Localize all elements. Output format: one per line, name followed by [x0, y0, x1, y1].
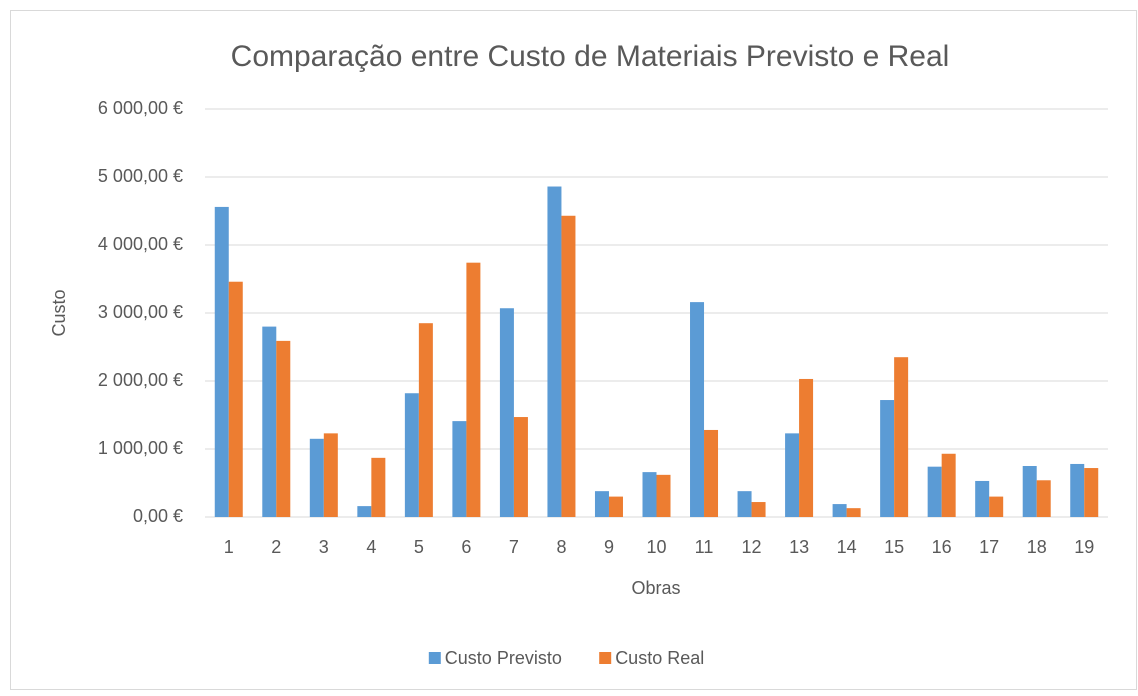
x-tick-label: 15: [884, 537, 904, 557]
bar: [262, 326, 277, 517]
x-tick-label: 10: [646, 537, 666, 557]
bar: [880, 400, 895, 517]
x-tick-label: 7: [509, 537, 519, 557]
bar: [799, 378, 814, 517]
bar: [989, 496, 1004, 517]
bar: [371, 457, 386, 517]
bar: [785, 433, 800, 517]
bar: [690, 302, 705, 517]
bar: [1022, 466, 1037, 517]
y-tick-label: 0,00 €: [133, 506, 183, 526]
bar: [608, 496, 623, 517]
bar: [309, 438, 324, 517]
x-tick-label: 2: [271, 537, 281, 557]
x-tick-label: 6: [461, 537, 471, 557]
legend-label: Custo Previsto: [445, 648, 562, 668]
x-tick-label: 11: [695, 537, 714, 557]
legend-swatch: [599, 652, 612, 664]
x-tick-label: 18: [1027, 537, 1047, 557]
y-tick-label: 4 000,00 €: [98, 234, 183, 254]
bar: [547, 186, 562, 517]
x-tick-label: 12: [742, 537, 762, 557]
y-tick-label: 1 000,00 €: [98, 438, 183, 458]
x-tick-label: 16: [932, 537, 952, 557]
bar: [499, 308, 514, 517]
x-axis-label: Obras: [631, 578, 680, 598]
y-axis-label: Custo: [49, 289, 69, 336]
legend-label: Custo Real: [615, 648, 704, 668]
bar: [737, 491, 752, 517]
x-tick-label: 8: [556, 537, 566, 557]
legend-swatch: [428, 652, 441, 664]
bar: [642, 472, 657, 517]
bar: [1036, 480, 1051, 517]
bar: [975, 480, 990, 517]
bar: [656, 474, 671, 517]
bar: [214, 206, 229, 518]
bar: [418, 323, 433, 517]
bar: [357, 506, 372, 517]
bar: [751, 502, 766, 517]
bar: [704, 429, 719, 517]
bar: [466, 262, 481, 517]
bar: [276, 340, 291, 517]
x-tick-label: 3: [319, 537, 329, 557]
bar: [404, 393, 419, 517]
x-tick-label: 19: [1074, 537, 1094, 557]
bar: [452, 421, 467, 517]
x-tick-label: 1: [224, 537, 234, 557]
x-tick-label: 14: [837, 537, 857, 557]
x-tick-label: 5: [414, 537, 424, 557]
bar: [323, 433, 338, 517]
y-tick-label: 5 000,00 €: [98, 166, 183, 186]
bar: [513, 417, 528, 517]
bar: [228, 281, 243, 517]
x-tick-label: 9: [604, 537, 614, 557]
bar: [927, 466, 942, 517]
bar: [1084, 468, 1099, 517]
bar: [1070, 463, 1085, 517]
bar: [594, 491, 609, 517]
bar: [894, 357, 909, 517]
x-tick-label: 13: [789, 537, 809, 557]
bar: [846, 508, 861, 517]
y-tick-label: 2 000,00 €: [98, 370, 183, 390]
x-tick-label: 4: [366, 537, 376, 557]
bar: [941, 453, 956, 517]
y-tick-label: 6 000,00 €: [98, 98, 183, 118]
bar: [561, 215, 576, 517]
bar: [832, 504, 847, 517]
x-tick-label: 17: [979, 537, 999, 557]
y-tick-label: 3 000,00 €: [98, 302, 183, 322]
chart-title: Comparação entre Custo de Materiais Prev…: [231, 40, 950, 73]
